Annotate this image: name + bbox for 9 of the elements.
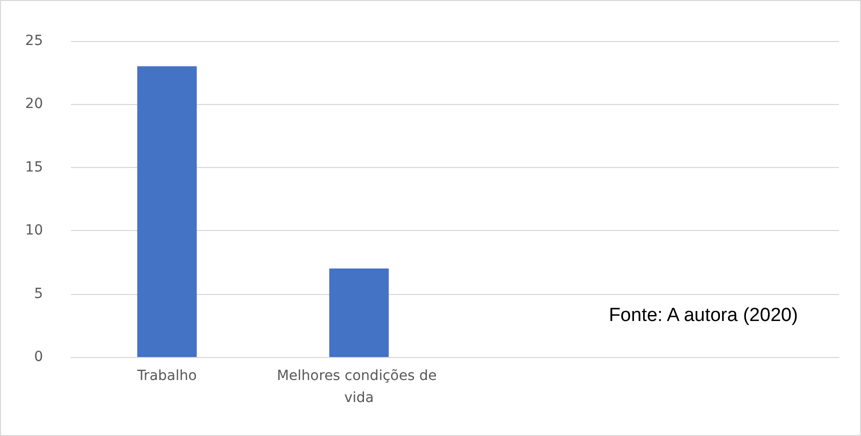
y-tick-label: 5 <box>34 286 43 302</box>
y-tick-label: 25 <box>25 33 43 49</box>
annotation: Fonte: A autora (2020) <box>608 305 798 326</box>
y-tick-label: 15 <box>25 159 43 176</box>
y-tick-label: 20 <box>25 96 43 112</box>
y-tick-label: 10 <box>25 222 43 239</box>
x-tick-label: Melhores condições de vida <box>276 368 442 406</box>
y-tick-label: 0 <box>34 349 43 365</box>
x-tick-label: Trabalho <box>136 368 197 384</box>
